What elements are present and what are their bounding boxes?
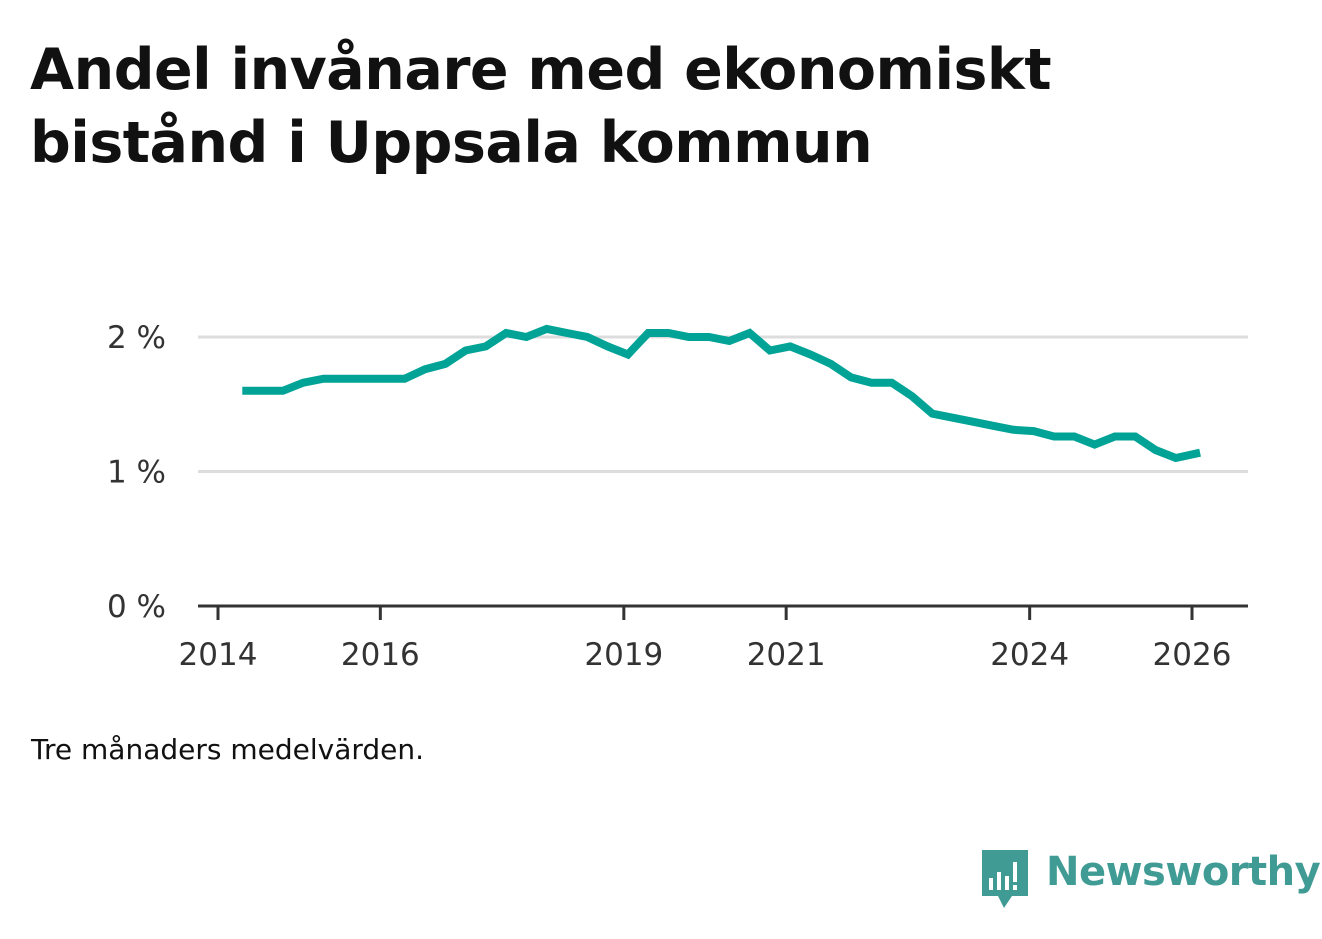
x-tick-label: 2019 [584,637,663,673]
x-tick-label: 2014 [179,637,258,673]
chart-title: Andel invånare med ekonomiskt bistånd i … [30,37,1052,176]
y-tick-label: 1 % [107,455,166,491]
series-line [242,324,1201,463]
x-tick-label: 2021 [747,637,826,673]
x-tick-label: 2024 [990,637,1069,673]
chart-footnote: Tre månaders medelvärden. [31,733,425,766]
series-layer [242,324,1201,463]
x-tick-label: 2026 [1153,637,1232,673]
y-tick-label: 0 % [107,589,166,625]
x-tick-label: 2016 [341,637,420,673]
grid-lines [198,335,1248,473]
brand-name: Newsworthy [1046,849,1321,895]
bar-chart-speech-bubble-icon [982,850,1028,908]
brand-logo: Newsworthy [980,849,1321,910]
y-tick-label: 2 % [107,320,166,356]
axes: 0 % 1 % 2 % 2014 2016 2019 2021 2024 2026 [107,320,1248,673]
